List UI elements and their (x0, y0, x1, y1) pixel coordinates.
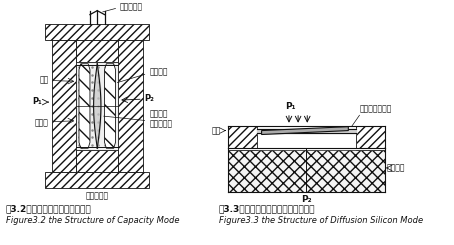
Text: P₁: P₁ (33, 97, 43, 106)
Text: 硅油: 硅油 (39, 75, 49, 84)
Text: P₁: P₁ (285, 101, 295, 110)
Text: Figure3.2 the Structure of Capacity Mode: Figure3.2 the Structure of Capacity Mode (6, 216, 179, 225)
Bar (76, 62, 118, 150)
Bar (257, 131, 355, 148)
Bar (228, 148, 385, 192)
Bar (228, 148, 385, 150)
Polygon shape (79, 64, 90, 148)
Polygon shape (262, 127, 348, 135)
Text: 图3.2电容式差压传感器结构原理: 图3.2电容式差压传感器结构原理 (6, 204, 92, 213)
Text: 电容引出线: 电容引出线 (120, 2, 143, 11)
Text: P₂: P₂ (301, 196, 311, 204)
Text: 固定电极: 固定电极 (149, 67, 168, 76)
Bar (45, 172, 149, 188)
Bar (76, 40, 118, 62)
Text: 硅杯: 硅杯 (211, 126, 221, 135)
Text: 玻璃台座: 玻璃台座 (387, 163, 405, 172)
Polygon shape (104, 64, 115, 148)
Bar (76, 150, 118, 172)
Text: 焊接密封圈: 焊接密封圈 (86, 192, 109, 200)
Bar (45, 24, 149, 40)
Bar (228, 126, 257, 150)
Text: P₂: P₂ (145, 94, 155, 103)
Text: Figure3.3 the Structure of Diffusion Silicon Mode: Figure3.3 the Structure of Diffusion Sil… (219, 216, 423, 225)
Text: 图3.3扩散硅式压力传感器结构原理图: 图3.3扩散硅式压力传感器结构原理图 (219, 204, 315, 213)
Text: 扩散式应变元件: 扩散式应变元件 (359, 104, 392, 113)
Text: 测量膜片
（动电极）: 测量膜片 （动电极） (149, 109, 173, 128)
Bar (118, 40, 143, 172)
Text: 隔离膜: 隔离膜 (35, 118, 49, 127)
Bar (52, 40, 76, 172)
Bar (355, 126, 385, 150)
